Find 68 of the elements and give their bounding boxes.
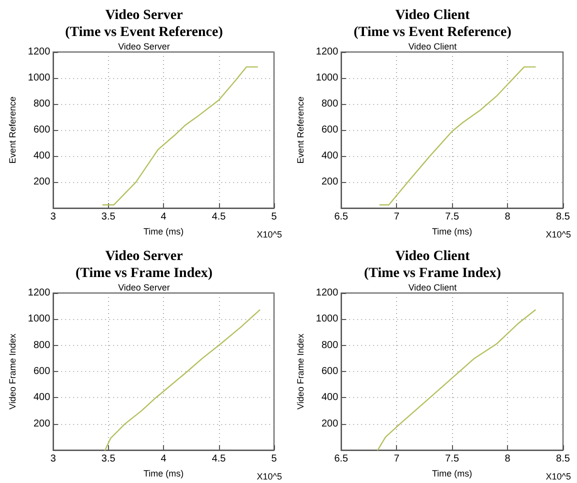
x-tick-label: 6.5 — [334, 212, 349, 223]
y-axis-title: Video Frame Index — [8, 333, 18, 410]
y-tick-label: 400 — [321, 150, 339, 162]
y-tick-label: 1000 — [316, 314, 339, 325]
x-tick-label: 5 — [271, 212, 278, 223]
x-tick-label: 7.5 — [445, 212, 460, 223]
y-tick-label: 600 — [33, 366, 51, 378]
x-tick-label: 4.5 — [212, 212, 226, 223]
y-tick-label: 200 — [33, 176, 51, 188]
y-tick-label: 1200 — [28, 46, 51, 58]
y-tick-label: 200 — [321, 418, 339, 430]
y-tick-label: 1000 — [28, 72, 51, 84]
x-tick-label: 3.5 — [101, 212, 116, 223]
x-tick-label: 3 — [50, 212, 56, 223]
chart-title: Video Client (Time vs Event Reference) — [354, 8, 512, 40]
y-tick-label: 800 — [321, 340, 339, 351]
x-tick-label: 8.5 — [556, 454, 570, 465]
y-tick-label: 400 — [321, 392, 339, 404]
chart-subtitle: Video Server — [118, 282, 170, 292]
x-tick-label: 3.5 — [101, 454, 116, 465]
y-tick-label: 200 — [321, 176, 339, 188]
y-tick-label: 800 — [321, 98, 339, 110]
y-tick-label: 1000 — [28, 314, 51, 325]
x-tick-label: 4.5 — [212, 454, 226, 465]
chart-title: Video Client (Time vs Frame Index) — [364, 249, 502, 281]
y-tick-label: 800 — [33, 340, 51, 351]
y-tick-label: 1200 — [316, 288, 339, 298]
y-tick-label: 1200 — [28, 288, 51, 298]
x-tick-label: 7.5 — [445, 454, 460, 465]
y-tick-label: 1000 — [316, 72, 339, 84]
y-axis-title: Video Frame Index — [296, 333, 306, 410]
x-tick-label: 4 — [160, 212, 167, 223]
line-series — [102, 66, 258, 206]
y-tick-label: 800 — [33, 98, 51, 110]
line-series — [104, 309, 260, 451]
x-axis-title: Time (ms) — [143, 226, 184, 236]
text: X10^5 — [546, 230, 572, 240]
y-tick-label: 600 — [33, 124, 51, 136]
y-tick-label: 1200 — [316, 46, 339, 58]
x-tick-label: 6.5 — [334, 454, 349, 465]
text: X10^5 — [256, 472, 282, 482]
x-axis-title: Time (ms) — [432, 468, 472, 478]
x-axis-title: Time (ms) — [432, 226, 472, 236]
text: X10^5 — [256, 230, 282, 240]
chart-subtitle: Video Client — [408, 282, 458, 292]
y-tick-label: 400 — [33, 392, 51, 404]
x-tick-label: 7 — [394, 212, 400, 223]
line-series — [377, 309, 536, 451]
x-axis-title: Time (ms) — [143, 468, 184, 478]
chart-title: Video Server (Time vs Event Reference) — [65, 8, 224, 40]
line-series — [379, 66, 536, 206]
y-tick-label: 600 — [321, 124, 339, 136]
y-tick-label: 400 — [33, 150, 51, 162]
chart-subtitle: Video Server — [118, 42, 170, 52]
y-axis-title: Event Reference — [296, 96, 306, 164]
x-tick-label: 5 — [271, 454, 278, 465]
chart-subtitle: Video Client — [408, 42, 458, 52]
x-tick-label: 4 — [160, 454, 167, 465]
y-tick-label: 600 — [321, 366, 339, 378]
x-tick-label: 8.5 — [556, 212, 570, 223]
x-tick-label: 7 — [394, 454, 400, 465]
y-axis-title: Event Reference — [8, 96, 18, 164]
text: X10^5 — [546, 472, 572, 482]
y-tick-label: 200 — [33, 418, 51, 430]
chart-title: Video Server (Time vs Frame Index) — [76, 249, 213, 281]
x-tick-label: 3 — [50, 454, 56, 465]
x-tick-label: 8 — [504, 212, 511, 223]
x-tick-label: 8 — [504, 454, 511, 465]
